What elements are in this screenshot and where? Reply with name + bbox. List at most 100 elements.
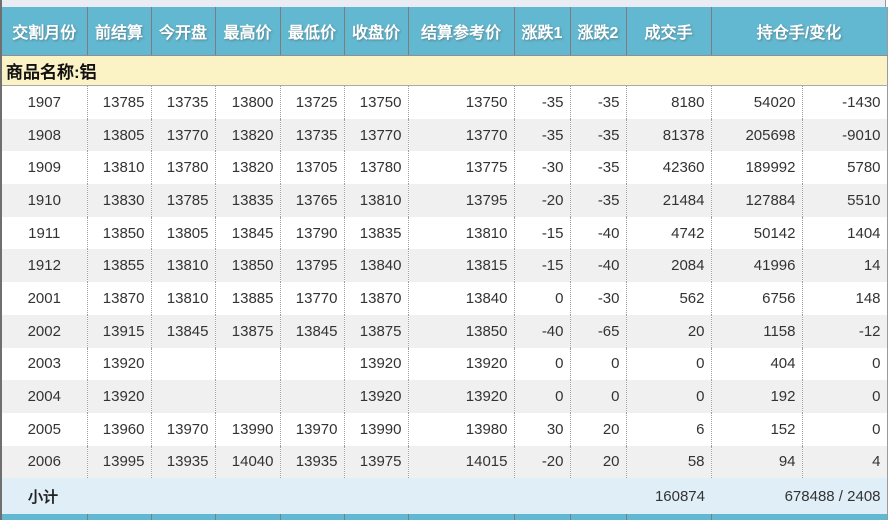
cell-oi-change: -1430 [802,85,888,119]
cell-close: 13875 [344,314,409,348]
col-header-prev-settlement: 前结算 [87,7,152,56]
cell-prev-settlement: 13995 [87,445,152,479]
cell-close: 13750 [344,85,409,119]
cell-low [280,380,345,413]
cell-change1: -35 [514,85,571,119]
cell-month: 2003 [1,347,88,381]
strip-cell [215,514,281,521]
cell-settlement-ref: 13850 [408,314,515,348]
table-row: 2002 13915 13845 13875 13845 13875 13850 -40 -65… [1,314,888,348]
cell-settlement-ref: 13840 [408,282,515,315]
cell-month: 1907 [1,85,88,119]
cell-volume: 58 [626,445,712,479]
cell-open-interest: 404 [711,347,803,381]
cell-open: 13785 [151,184,216,217]
strip-cell [514,514,571,521]
cell-close: 13990 [344,412,409,446]
cell-change2: -35 [570,85,627,119]
cell-open-interest: 50142 [711,216,803,250]
table-row: 1912 13855 13810 13850 13795 13840 13815 -15 -40… [1,249,888,283]
table-row: 1911 13850 13805 13845 13790 13835 13810 -15 -40… [1,216,888,250]
cell-month: 1912 [1,249,88,283]
subtotal-volume: 160874 [626,478,711,515]
cell-volume: 21484 [626,184,712,217]
cell-open: 13810 [151,282,216,315]
product-name-row: 商品名称:铝 [1,55,888,86]
cell-prev-settlement: 13805 [87,118,152,152]
strip-cell [280,514,345,521]
table-row: 1908 13805 13770 13820 13735 13770 13770 -35 -35… [1,118,888,152]
col-header-open-interest-change: 持仓手/变化 [711,7,888,56]
cell-change1: -30 [514,151,571,185]
cell-volume: 20 [626,314,712,348]
cell-open-interest: 94 [711,445,803,479]
strip-cell [344,514,409,521]
table-row: 1907 13785 13735 13800 13725 13750 13750 -35 -35… [1,85,888,119]
cell-oi-change: 1404 [802,216,888,250]
cell-high: 13850 [215,249,281,283]
cell-open: 13770 [151,118,216,152]
strip-cell [711,514,888,521]
cell-change1: -15 [514,216,571,250]
cell-change2: -35 [570,184,627,217]
cell-low: 13795 [280,249,345,283]
subtotal-label: 小计 [1,478,626,515]
cell-month: 2006 [1,445,88,479]
cell-month: 2001 [1,282,88,315]
next-section-header-strip [1,514,888,521]
cell-settlement-ref: 13815 [408,249,515,283]
cell-settlement-ref: 13980 [408,412,515,446]
cell-settlement-ref: 13810 [408,216,515,250]
cell-oi-change: 14 [802,249,888,283]
cell-high: 13835 [215,184,281,217]
cell-open-interest: 205698 [711,118,803,152]
cell-close: 13770 [344,118,409,152]
cell-high: 13800 [215,85,281,119]
cell-month: 1908 [1,118,88,152]
cell-open-interest: 192 [711,380,803,413]
cell-month: 1909 [1,151,88,185]
cell-open: 13935 [151,445,216,479]
col-header-change1: 涨跌1 [514,7,571,56]
cell-oi-change: -9010 [802,118,888,152]
cell-volume: 0 [626,380,712,413]
cell-close: 13810 [344,184,409,217]
cell-settlement-ref: 13775 [408,151,515,185]
cell-low: 13790 [280,216,345,250]
strip-cell [1,514,88,521]
strip-cell [626,514,712,521]
cell-open: 13780 [151,151,216,185]
cell-high: 13845 [215,216,281,250]
cell-prev-settlement: 13810 [87,151,152,185]
cell-close: 13835 [344,216,409,250]
cell-change1: 0 [514,347,571,381]
cell-open-interest: 6756 [711,282,803,315]
cell-change1: 0 [514,282,571,315]
cell-prev-settlement: 13920 [87,347,152,381]
strip-cell [570,514,627,521]
cell-open: 13970 [151,412,216,446]
cell-volume: 8180 [626,85,712,119]
cell-oi-change: 0 [802,347,888,381]
cell-open-interest: 54020 [711,85,803,119]
header-row: 交割月份 前结算 今开盘 最高价 最低价 收盘价 结算参考价 涨跌1 涨跌2 成… [1,7,888,56]
cell-settlement-ref: 13920 [408,347,515,381]
cell-change2: 0 [570,347,627,381]
cell-change1: -15 [514,249,571,283]
cell-oi-change: 0 [802,380,888,413]
cell-settlement-ref: 13770 [408,118,515,152]
cell-change2: -40 [570,216,627,250]
table-row: 2003 13920 13920 13920 0 0 0 404 0 [1,347,888,381]
cell-prev-settlement: 13920 [87,380,152,413]
futures-quotes-table: 交割月份 前结算 今开盘 最高价 最低价 收盘价 结算参考价 涨跌1 涨跌2 成… [0,7,888,521]
cell-low: 13770 [280,282,345,315]
cell-close: 13780 [344,151,409,185]
top-strip [0,0,886,7]
cell-volume: 2084 [626,249,712,283]
cell-month: 1910 [1,184,88,217]
cell-oi-change: 148 [802,282,888,315]
cell-high: 13875 [215,314,281,348]
cell-month: 2002 [1,314,88,348]
col-header-volume: 成交手 [626,7,712,56]
col-header-close: 收盘价 [344,7,409,56]
